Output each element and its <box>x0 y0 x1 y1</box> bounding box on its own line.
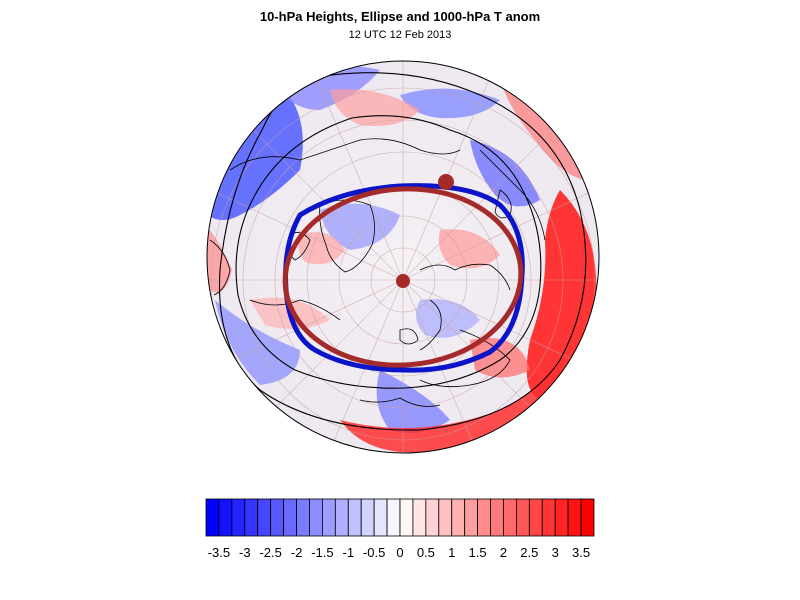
height-contour <box>218 72 587 431</box>
colorbar-label: 2 <box>500 545 507 560</box>
coastline-western-north-america <box>209 239 231 296</box>
colorbar-box <box>516 498 530 537</box>
warm-anomaly-southeast-interior <box>470 338 530 378</box>
coastline-europe <box>419 263 511 291</box>
ellipse-axis-end-marker <box>438 174 454 190</box>
graticule <box>207 61 599 453</box>
colorbar-label: 1.5 <box>469 545 487 560</box>
colorbar-box <box>386 498 401 537</box>
cold-anomaly-north <box>400 88 500 119</box>
colorbar-box <box>296 498 310 537</box>
vortex-edge-contour <box>283 183 525 373</box>
coastline-iceland <box>399 328 419 345</box>
colorbar-box <box>554 498 569 537</box>
height-contours <box>218 72 587 431</box>
colorbar-label: -3 <box>239 545 251 560</box>
height-contour <box>235 115 542 389</box>
colorbar-box <box>373 498 388 537</box>
colorbar-label: -1.5 <box>311 545 333 560</box>
colorbar-box <box>425 498 440 537</box>
colorbar-box <box>205 498 220 537</box>
colorbar-box <box>412 498 427 537</box>
colorbar-box <box>270 498 284 537</box>
cold-anomaly-south <box>376 370 450 434</box>
colorbar-label: 3.5 <box>572 545 590 560</box>
cold-anomaly-southwest <box>215 300 300 385</box>
colorbar-box <box>347 498 362 537</box>
colorbar-box <box>321 498 336 537</box>
coastline-north-america <box>229 138 461 171</box>
fitted-ellipse <box>282 186 524 368</box>
ellipse-center-marker <box>396 274 410 288</box>
coastline-southern-asia <box>359 397 441 407</box>
warm-anomaly-east <box>526 190 597 400</box>
chart-subtitle: 12 UTC 12 Feb 2013 <box>348 29 452 41</box>
coastline-scandinavia <box>419 299 442 351</box>
chart-title: 10-hPa Heights, Ellipse and 1000-hPa T a… <box>259 9 541 24</box>
colorbar-box <box>528 498 543 537</box>
colorbar-box <box>541 498 556 537</box>
colorbar-box <box>451 498 466 537</box>
colorbar-box <box>231 498 246 537</box>
colorbar-box <box>257 498 272 537</box>
colorbar-box <box>283 498 297 537</box>
colorbar-label: 1 <box>448 545 455 560</box>
colorbar-label: -1 <box>342 545 354 560</box>
colorbar-boxes <box>205 498 595 537</box>
colorbar-box <box>580 498 595 537</box>
coastline-north-america-east <box>249 299 341 321</box>
colorbar-label: -0.5 <box>363 545 385 560</box>
colorbar-box <box>399 498 414 537</box>
colorbar-box <box>360 498 375 537</box>
cold-anomaly-west <box>207 90 303 220</box>
colorbar-label: 3 <box>552 545 559 560</box>
coastline-asia <box>419 329 511 388</box>
colorbar-label: -3.5 <box>208 545 230 560</box>
colorbar-box <box>244 498 259 537</box>
warm-anomaly-west <box>207 225 232 293</box>
colorbar-labels: -3.5 -3 -2.5 -2 -1.5 -1 -0.5 0 0.5 1 1.5 2 2.5 3 3.5 <box>208 545 590 560</box>
colorbar-box <box>490 498 504 537</box>
globe-outline <box>206 60 600 454</box>
colorbar-label: 0.5 <box>417 545 435 560</box>
coastline-asia-north <box>479 149 546 241</box>
colorbar-box <box>464 498 478 537</box>
coastline-greenland <box>319 199 375 273</box>
colorbar-box <box>567 498 582 537</box>
colorbar-box <box>503 498 517 537</box>
colorbar-label: -2.5 <box>259 545 281 560</box>
colorbar-label: 0 <box>396 545 403 560</box>
colorbar-label: -2 <box>291 545 303 560</box>
colorbar-box <box>477 498 491 537</box>
colorbar-box <box>218 498 233 537</box>
colorbar-box <box>438 498 453 537</box>
colorbar-box <box>334 498 349 537</box>
colorbar-box <box>309 498 323 537</box>
warm-anomaly-northeast <box>500 80 585 180</box>
colorbar-label: 2.5 <box>520 545 538 560</box>
cold-anomaly-center <box>320 203 400 250</box>
